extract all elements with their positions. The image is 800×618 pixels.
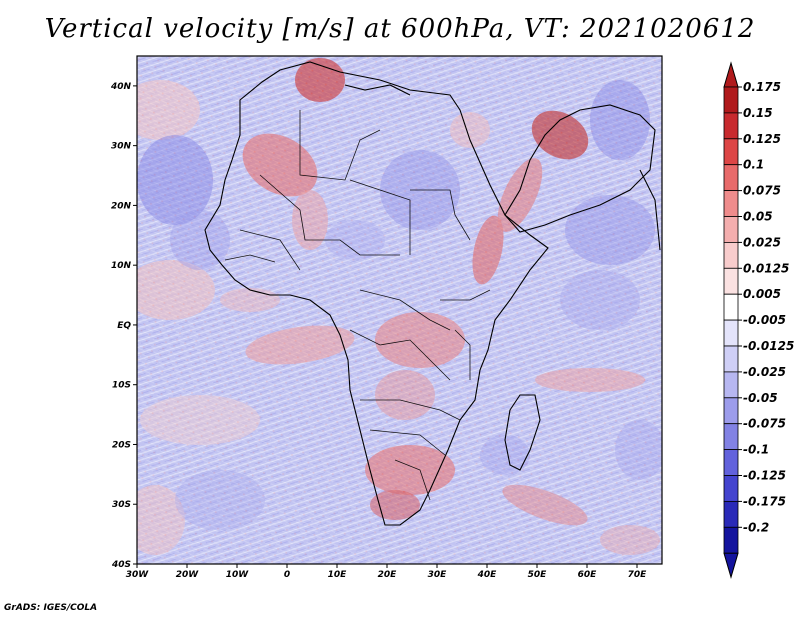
colorbar-label: -0.0125 xyxy=(743,339,794,353)
colorbar-swatch xyxy=(723,164,739,191)
x-tick-label: 20W xyxy=(176,570,200,580)
colorbar-label: -0.075 xyxy=(743,417,786,431)
x-tick-label: 30W xyxy=(126,570,150,580)
country-borders xyxy=(224,110,491,501)
colorbar-label: 0.005 xyxy=(743,287,781,301)
y-axis: 40N 30N 20N 10N EQ 10S 20S 30S 40S xyxy=(110,82,137,570)
y-tick-label: EQ xyxy=(117,321,131,331)
x-tick-label: 70E xyxy=(628,570,648,580)
colorbar-label: 0.05 xyxy=(743,210,773,224)
colorbar-label: 0.175 xyxy=(743,80,781,94)
y-tick-label: 20S xyxy=(112,440,131,450)
colorbar-swatch xyxy=(723,371,739,399)
colorbar-swatch xyxy=(723,345,739,373)
colorbar-swatch xyxy=(723,475,739,502)
colorbar-label: -0.2 xyxy=(743,520,769,534)
colorbar-swatch xyxy=(723,138,739,166)
map-field xyxy=(137,56,662,564)
colorbar-swatch xyxy=(723,112,739,140)
colorbar: 0.175 0.15 0.125 0.1 0.075 0.05 0.025 0.0125 0.0… xyxy=(723,61,794,579)
map-frame xyxy=(136,55,663,565)
colorbar-label: -0.025 xyxy=(743,365,786,379)
x-tick-label: 60E xyxy=(578,570,598,580)
y-tick-label: 40N xyxy=(110,82,132,92)
y-tick-label: 40S xyxy=(111,560,131,570)
colorbar-swatch xyxy=(723,267,739,295)
colorbar-swatch xyxy=(723,241,739,269)
y-tick-label: 20N xyxy=(111,201,132,211)
x-tick-label: 40E xyxy=(477,570,498,580)
x-tick-label: 10E xyxy=(328,570,348,580)
colorbar-label: -0.05 xyxy=(743,391,778,405)
colorbar-label: -0.175 xyxy=(743,494,786,508)
colorbar-swatch xyxy=(723,86,739,114)
colorbar-label: 0.125 xyxy=(743,132,781,146)
colorbar-label: 0.075 xyxy=(743,184,781,198)
colorbar-swatch xyxy=(723,500,739,528)
colorbar-label: 0.025 xyxy=(743,235,781,249)
colorbar-label: 0.0125 xyxy=(743,261,789,275)
y-tick-label: 10N xyxy=(111,261,132,271)
x-axis: 30W 20W 10W 0 10E 20E 30E 40E 50E 60E 70E xyxy=(126,564,647,580)
colorbar-swatch xyxy=(723,216,739,243)
y-tick-label: 30N xyxy=(111,142,132,152)
colorbar-swatch xyxy=(723,293,739,321)
x-tick-label: 0 xyxy=(284,570,290,580)
colorbar-swatch xyxy=(723,319,739,347)
x-tick-label: 30E xyxy=(428,570,448,580)
colorbar-label: 0.15 xyxy=(743,106,773,120)
colorbar-bottom-arrow xyxy=(723,552,739,579)
x-tick-label: 50E xyxy=(528,570,548,580)
colorbar-top-arrow xyxy=(723,61,739,88)
colorbar-swatch xyxy=(723,190,739,217)
x-tick-label: 10W xyxy=(226,570,250,580)
map-title: Vertical velocity [m/s] at 600hPa, VT: 2… xyxy=(44,14,756,44)
grads-credit: GrADS: IGES/COLA xyxy=(4,603,98,613)
colorbar-swatch xyxy=(723,449,739,476)
x-tick-label: 20E xyxy=(378,570,398,580)
y-tick-label: 10S xyxy=(112,381,131,391)
colorbar-label: -0.1 xyxy=(743,443,769,457)
colorbar-label: -0.005 xyxy=(743,313,786,327)
colorbar-swatch xyxy=(723,423,739,451)
y-tick-label: 30S xyxy=(112,500,131,510)
colorbar-label: -0.125 xyxy=(743,469,786,483)
coastlines xyxy=(204,61,661,526)
colorbar-swatch xyxy=(723,526,739,554)
colorbar-swatch xyxy=(723,397,739,425)
colorbar-label: 0.1 xyxy=(743,158,764,172)
